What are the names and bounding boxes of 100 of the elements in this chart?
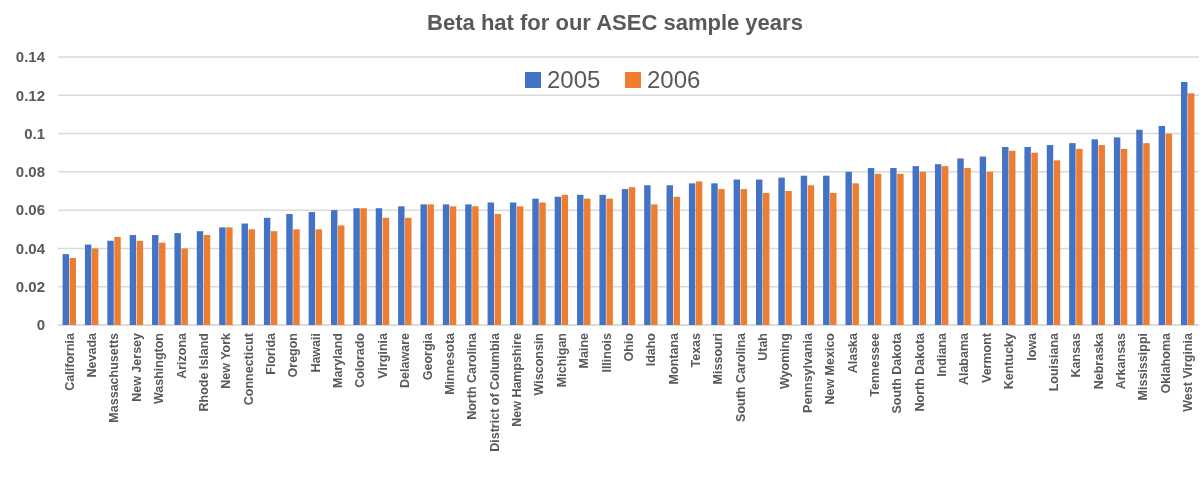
bar bbox=[1143, 143, 1150, 325]
bar bbox=[337, 225, 345, 325]
x-tick-label: Montana bbox=[666, 331, 681, 385]
bar bbox=[286, 213, 293, 325]
bar bbox=[84, 244, 92, 325]
x-tick-label: Illinois bbox=[599, 332, 614, 373]
x-tick-label: Kansas bbox=[1069, 332, 1084, 378]
x-tick-label: Ohio bbox=[621, 332, 636, 362]
bar bbox=[1136, 129, 1143, 325]
x-tick-label: California bbox=[62, 331, 77, 391]
bar bbox=[248, 229, 255, 325]
x-tick-label: New Mexico bbox=[823, 332, 838, 405]
x-tick-label: North Carolina bbox=[465, 331, 480, 420]
bar bbox=[979, 156, 987, 325]
legend-label: 2006 bbox=[647, 66, 701, 94]
bar bbox=[554, 196, 562, 325]
bar bbox=[800, 175, 808, 325]
x-tick-label: Texas bbox=[688, 332, 703, 368]
bar bbox=[91, 248, 99, 325]
bar bbox=[957, 158, 964, 325]
bar bbox=[778, 177, 785, 325]
bar bbox=[1031, 152, 1038, 325]
bar bbox=[621, 189, 629, 325]
bar bbox=[174, 233, 181, 325]
bar bbox=[398, 206, 405, 325]
bar bbox=[651, 204, 658, 325]
bar bbox=[912, 166, 920, 325]
bar bbox=[308, 212, 316, 325]
bar bbox=[756, 179, 763, 325]
bar bbox=[382, 217, 390, 325]
bar bbox=[897, 173, 904, 325]
x-tick-label: Missouri bbox=[711, 333, 726, 385]
bar bbox=[823, 175, 830, 325]
x-tick-label: Connecticut bbox=[241, 332, 256, 406]
bar bbox=[561, 194, 569, 325]
bar bbox=[1009, 150, 1016, 325]
bar bbox=[762, 192, 770, 325]
x-tick-label: South Dakota bbox=[890, 331, 905, 414]
bar bbox=[1076, 148, 1083, 325]
bar bbox=[226, 227, 233, 325]
x-tick-label: Arizona bbox=[174, 331, 189, 379]
bar bbox=[360, 208, 367, 325]
bar bbox=[599, 194, 606, 325]
x-tick-label: Minnesota bbox=[442, 331, 457, 395]
bar bbox=[845, 171, 852, 325]
bar bbox=[487, 202, 495, 325]
x-tick-label: Utah bbox=[756, 333, 771, 361]
bar bbox=[1002, 146, 1009, 325]
x-tick-label: Vermont bbox=[979, 332, 994, 384]
x-tick-label: Pennsylvania bbox=[800, 331, 815, 413]
bar bbox=[1187, 93, 1195, 325]
bar bbox=[628, 187, 636, 325]
bar bbox=[1069, 143, 1076, 325]
bar bbox=[442, 204, 450, 325]
x-tick-label: Iowa bbox=[1024, 331, 1039, 361]
bar bbox=[196, 231, 204, 325]
bar bbox=[427, 204, 434, 325]
bar bbox=[353, 208, 360, 325]
bar bbox=[606, 198, 613, 325]
bar bbox=[465, 204, 472, 325]
x-tick-label: Alabama bbox=[957, 331, 972, 386]
x-tick-label: Arkansas bbox=[1113, 332, 1128, 390]
x-tick-label: Maryland bbox=[331, 333, 346, 388]
bar bbox=[1024, 146, 1031, 325]
x-tick-label: North Dakota bbox=[912, 331, 927, 412]
bar bbox=[711, 183, 718, 325]
x-tick-label: Kentucky bbox=[1002, 332, 1017, 390]
y-tick-label: 0.12 bbox=[15, 86, 45, 104]
x-tick-label: South Carolina bbox=[733, 331, 748, 422]
x-tick-label: Wisconsin bbox=[532, 333, 547, 396]
bar bbox=[1098, 145, 1105, 325]
bar bbox=[509, 202, 517, 325]
bar bbox=[270, 231, 278, 325]
bar bbox=[1046, 145, 1054, 325]
bar bbox=[136, 240, 144, 325]
bar bbox=[666, 185, 673, 325]
x-tick-label: New Jersey bbox=[129, 332, 144, 402]
bar bbox=[934, 164, 942, 325]
legend-label: 2005 bbox=[547, 66, 601, 94]
bar bbox=[919, 171, 926, 325]
bar bbox=[577, 194, 584, 325]
bar bbox=[1165, 133, 1173, 325]
bar bbox=[472, 206, 479, 325]
bar bbox=[69, 258, 77, 325]
bar bbox=[986, 171, 994, 325]
bar bbox=[1113, 137, 1121, 325]
bar bbox=[733, 179, 741, 325]
bar bbox=[263, 217, 271, 325]
x-tick-label: Alaska bbox=[845, 331, 860, 374]
y-tick-label: 0.08 bbox=[15, 163, 45, 181]
x-tick-label: Delaware bbox=[398, 332, 413, 388]
x-tick-label: Indiana bbox=[935, 331, 950, 377]
x-tick-label: Tennessee bbox=[867, 332, 882, 397]
bar bbox=[584, 198, 591, 325]
bar bbox=[152, 235, 159, 325]
bar bbox=[874, 173, 882, 325]
bar bbox=[1053, 160, 1061, 325]
x-tick-label: West Virginia bbox=[1181, 331, 1196, 412]
x-tick-label: Idaho bbox=[644, 332, 659, 367]
x-tick-label: Oklahoma bbox=[1158, 331, 1173, 394]
